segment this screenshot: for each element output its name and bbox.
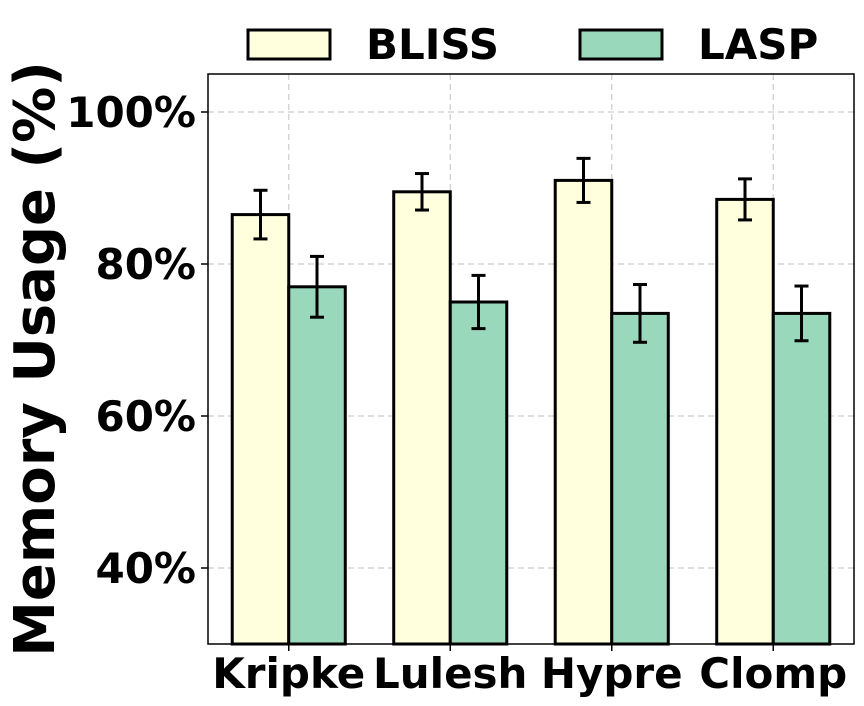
error-bars bbox=[253, 156, 809, 344]
y-axis-title: Memory Usage (%) bbox=[3, 61, 68, 657]
bar-bliss-hypre bbox=[553, 178, 614, 646]
bar-lasp-lulesh bbox=[448, 300, 509, 646]
bar-lasp-kripke bbox=[287, 285, 347, 646]
bar-lasp-hypre bbox=[610, 311, 670, 646]
y-tick-label: 80% bbox=[95, 240, 196, 289]
legend-label-lasp: LASP bbox=[698, 20, 818, 69]
y-axis-ticks: 40% 60% 80% 100% bbox=[66, 88, 208, 593]
legend: BLISS LASP bbox=[246, 20, 818, 69]
x-axis-ticks: Kripke Lulesh Hypre Clomp bbox=[212, 644, 847, 698]
legend-swatch-lasp bbox=[578, 28, 664, 61]
bars bbox=[230, 178, 832, 646]
legend-label-bliss: BLISS bbox=[366, 20, 499, 69]
bar-bliss-lulesh bbox=[392, 190, 452, 646]
bar-bliss-clomp bbox=[715, 197, 775, 646]
plot-area-frame bbox=[207, 73, 855, 645]
y-tick-label: 60% bbox=[95, 392, 196, 441]
y-tick-label: 100% bbox=[66, 88, 196, 137]
x-tick-label: Hypre bbox=[541, 649, 683, 698]
legend-swatch-bliss bbox=[246, 28, 332, 61]
bar-bliss-kripke bbox=[230, 213, 291, 646]
x-tick-label: Clomp bbox=[699, 649, 847, 698]
x-tick-label: Lulesh bbox=[373, 649, 527, 698]
x-tick-label: Kripke bbox=[212, 649, 365, 698]
y-tick-label: 40% bbox=[95, 544, 196, 593]
bar-lasp-clomp bbox=[771, 311, 832, 646]
